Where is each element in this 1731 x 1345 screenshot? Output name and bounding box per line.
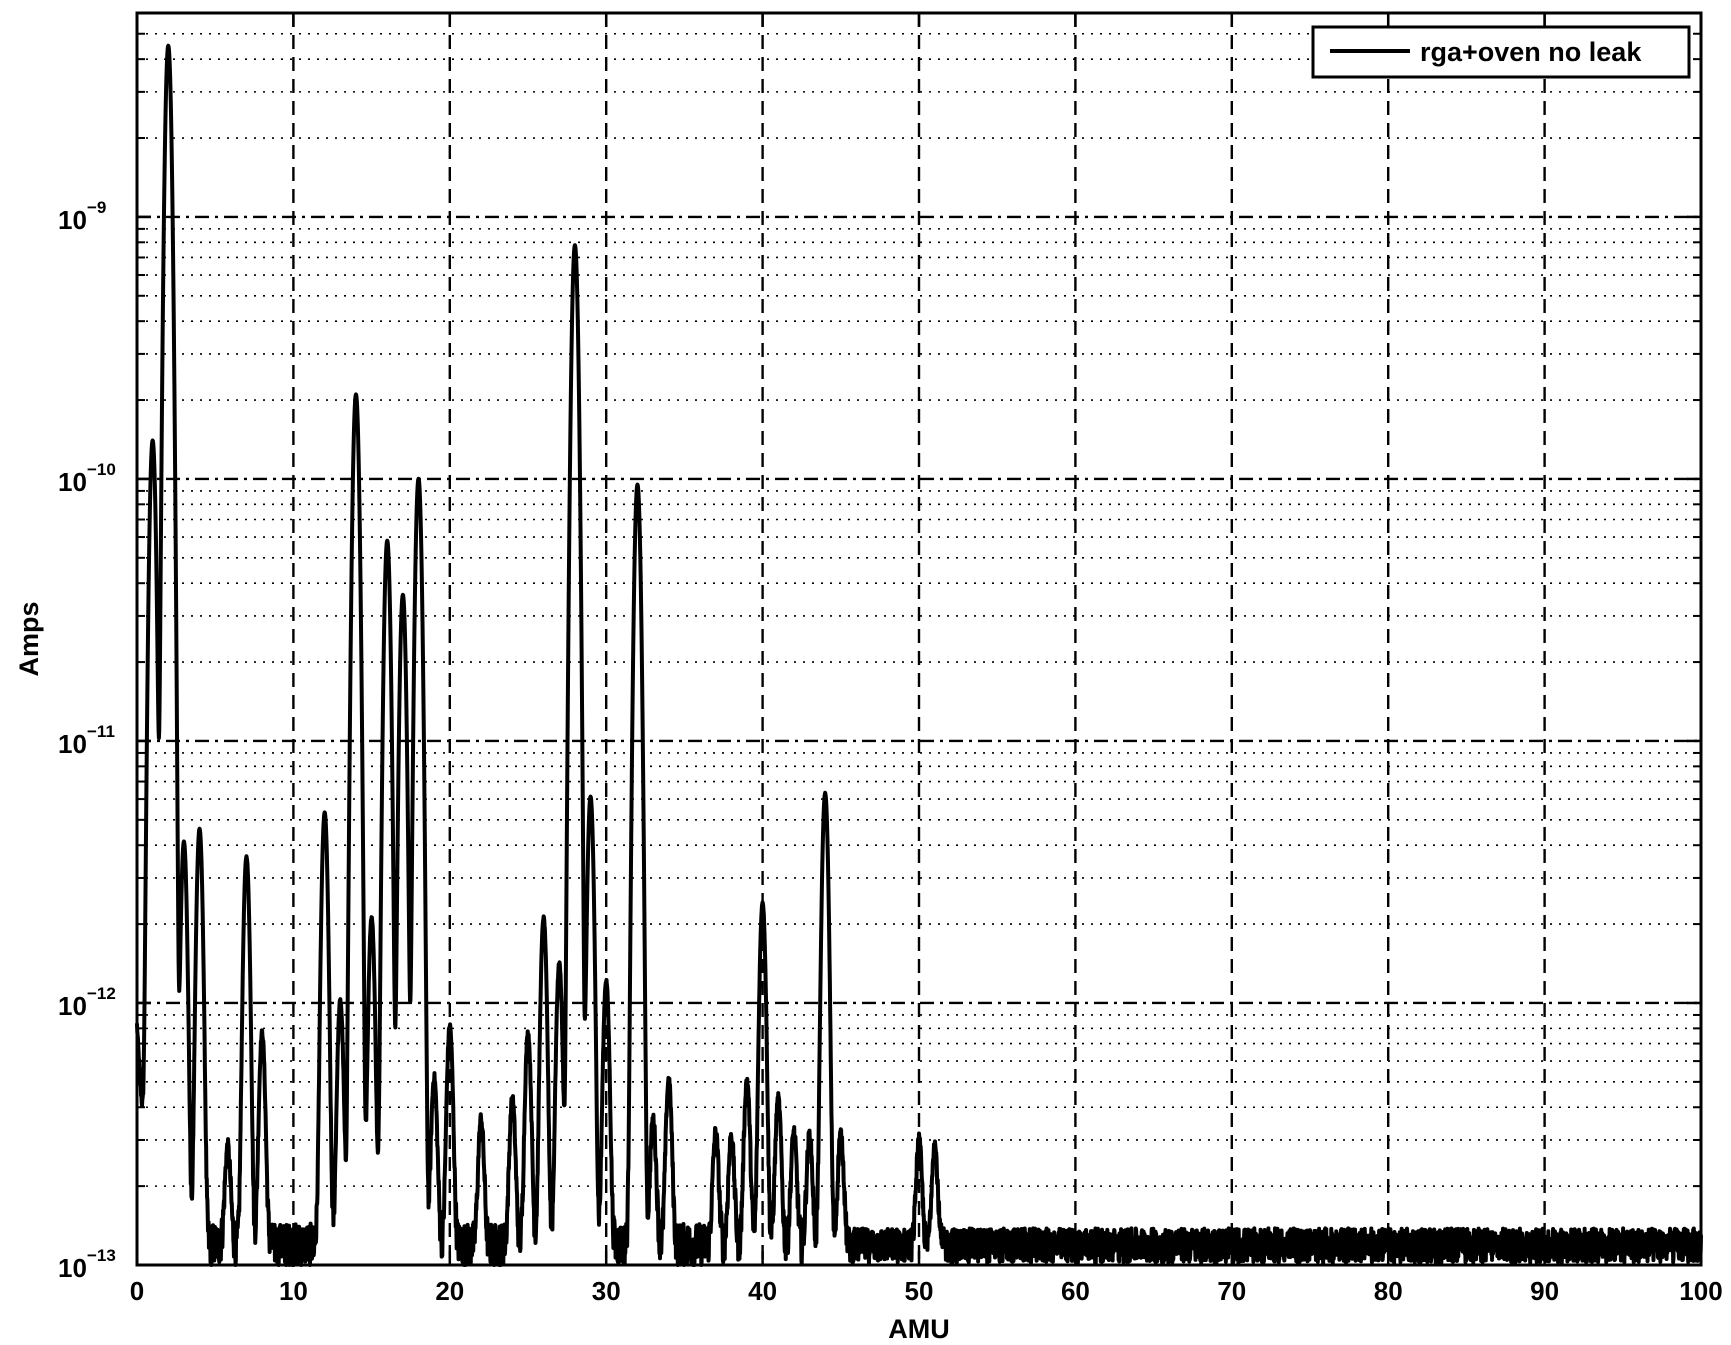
y-tick-label: 10 −10	[58, 460, 116, 497]
y-tick-label-exponent: −13	[87, 1246, 116, 1265]
legend-label-rga-oven: rga+oven no leak	[1420, 37, 1642, 67]
legend: rga+oven no leak	[1311, 25, 1691, 79]
x-tick-label: 80	[1374, 1276, 1403, 1306]
y-tick-label-exponent: −9	[87, 198, 106, 217]
y-tick-label: 10 −12	[58, 984, 116, 1021]
x-tick-label: 70	[1217, 1276, 1246, 1306]
x-tick-label: 10	[279, 1276, 308, 1306]
x-tick-label: 40	[748, 1276, 777, 1306]
y-axis-label: Amps	[14, 601, 44, 676]
x-tick-label: 100	[1679, 1276, 1722, 1306]
y-tick-label-base: 10	[58, 205, 87, 235]
y-tick-label: 10 −11	[58, 722, 115, 759]
x-tick-label: 50	[905, 1276, 934, 1306]
series-lines	[135, 43, 1703, 1267]
x-tick-label: 90	[1530, 1276, 1559, 1306]
x-tick-label: 60	[1061, 1276, 1090, 1306]
y-tick-label: 10 −9	[58, 198, 106, 235]
x-tick-labels: 0 10 20 30 40 50 60 70 80 90 100	[130, 1276, 1723, 1306]
y-tick-label-base: 10	[58, 467, 87, 497]
y-tick-label-exponent: −12	[87, 984, 116, 1003]
y-tick-label-exponent: −11	[87, 722, 115, 741]
series-line-rga-oven-no-leak	[135, 43, 1703, 1267]
x-tick-label: 30	[592, 1276, 621, 1306]
y-tick-label-base: 10	[58, 729, 87, 759]
x-tick-label: 0	[130, 1276, 144, 1306]
x-tick-label: 20	[435, 1276, 464, 1306]
y-tick-label-base: 10	[58, 991, 87, 1021]
y-tick-label: 10 −13	[58, 1246, 116, 1283]
grid-lines	[137, 13, 1701, 1265]
y-tick-label-base: 10	[58, 1253, 87, 1283]
axis-ticks	[135, 13, 1703, 1267]
x-axis-label: AMU	[888, 1314, 950, 1344]
y-tick-label-exponent: −10	[87, 460, 116, 479]
